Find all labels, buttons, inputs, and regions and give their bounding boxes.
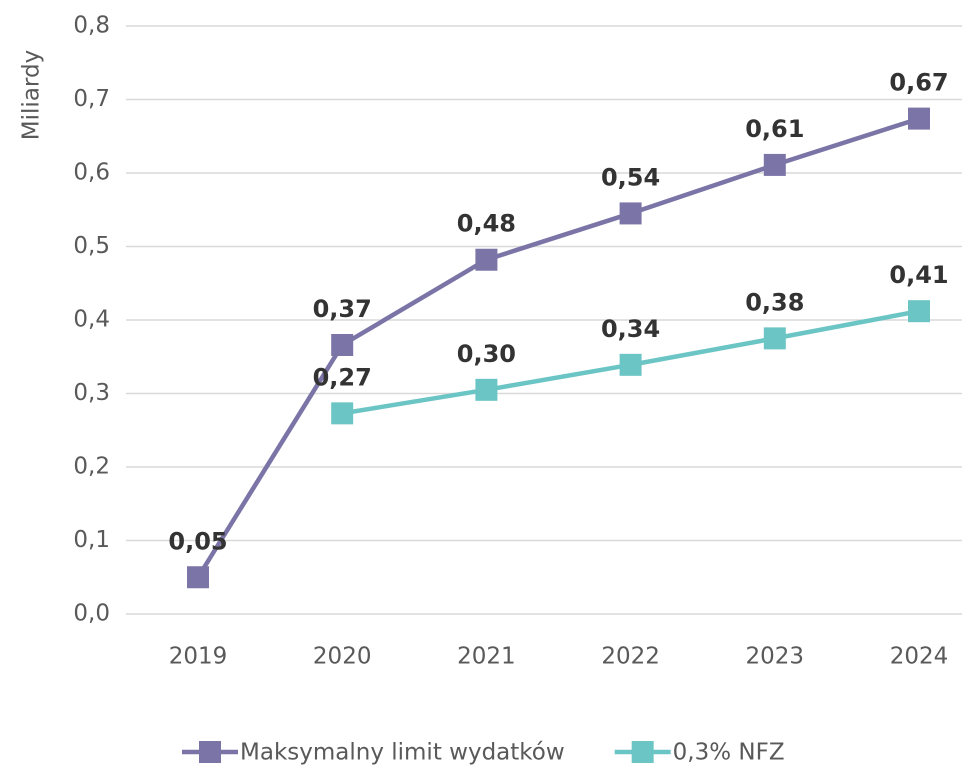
point-marker [763, 153, 786, 176]
legend-label: Maksymalny limit wydatków [240, 740, 565, 766]
legend-marker [199, 741, 221, 763]
data-label: 0,38 [745, 288, 804, 316]
x-tick-label: 2021 [457, 644, 516, 670]
data-label: 0,61 [745, 115, 804, 143]
point-marker [908, 107, 930, 130]
point-marker [331, 333, 354, 356]
y-tick-label: 0,4 [73, 307, 110, 333]
x-tick-label: 2022 [601, 644, 660, 670]
data-label: 0,30 [457, 340, 516, 368]
legend-label: 0,3% NFZ [673, 740, 785, 766]
legend-marker [631, 741, 654, 763]
point-marker [619, 202, 642, 225]
data-label: 0,41 [889, 261, 948, 289]
point-marker [475, 248, 498, 271]
x-tick-label: 2019 [169, 644, 228, 670]
data-label: 0,48 [457, 210, 516, 238]
y-tick-label: 0,5 [73, 233, 110, 259]
point-marker [475, 378, 498, 401]
y-axis-label: Miliardy [19, 50, 45, 140]
data-label: 0,34 [601, 315, 660, 343]
point-marker [619, 353, 642, 376]
series-line [196, 116, 920, 579]
point-marker [331, 402, 354, 425]
data-label: 0,67 [889, 69, 948, 97]
x-tick-label: 2024 [890, 644, 949, 670]
point-marker [908, 300, 930, 323]
point-marker [763, 327, 786, 350]
data-label: 0,27 [313, 363, 372, 391]
x-tick-label: 2023 [746, 644, 805, 670]
y-tick-label: 0,0 [73, 601, 110, 627]
y-tick-label: 0,8 [73, 13, 110, 39]
data-label: 0,05 [168, 527, 227, 555]
y-tick-label: 0,7 [73, 86, 110, 112]
y-tick-label: 0,6 [73, 160, 110, 186]
point-marker [187, 566, 209, 589]
x-tick-label: 2020 [313, 644, 372, 670]
y-tick-label: 0,3 [73, 380, 110, 406]
y-tick-label: 0,1 [73, 527, 110, 553]
y-tick-label: 0,2 [73, 454, 110, 480]
data-label: 0,37 [313, 295, 372, 323]
data-label: 0,54 [601, 163, 660, 191]
